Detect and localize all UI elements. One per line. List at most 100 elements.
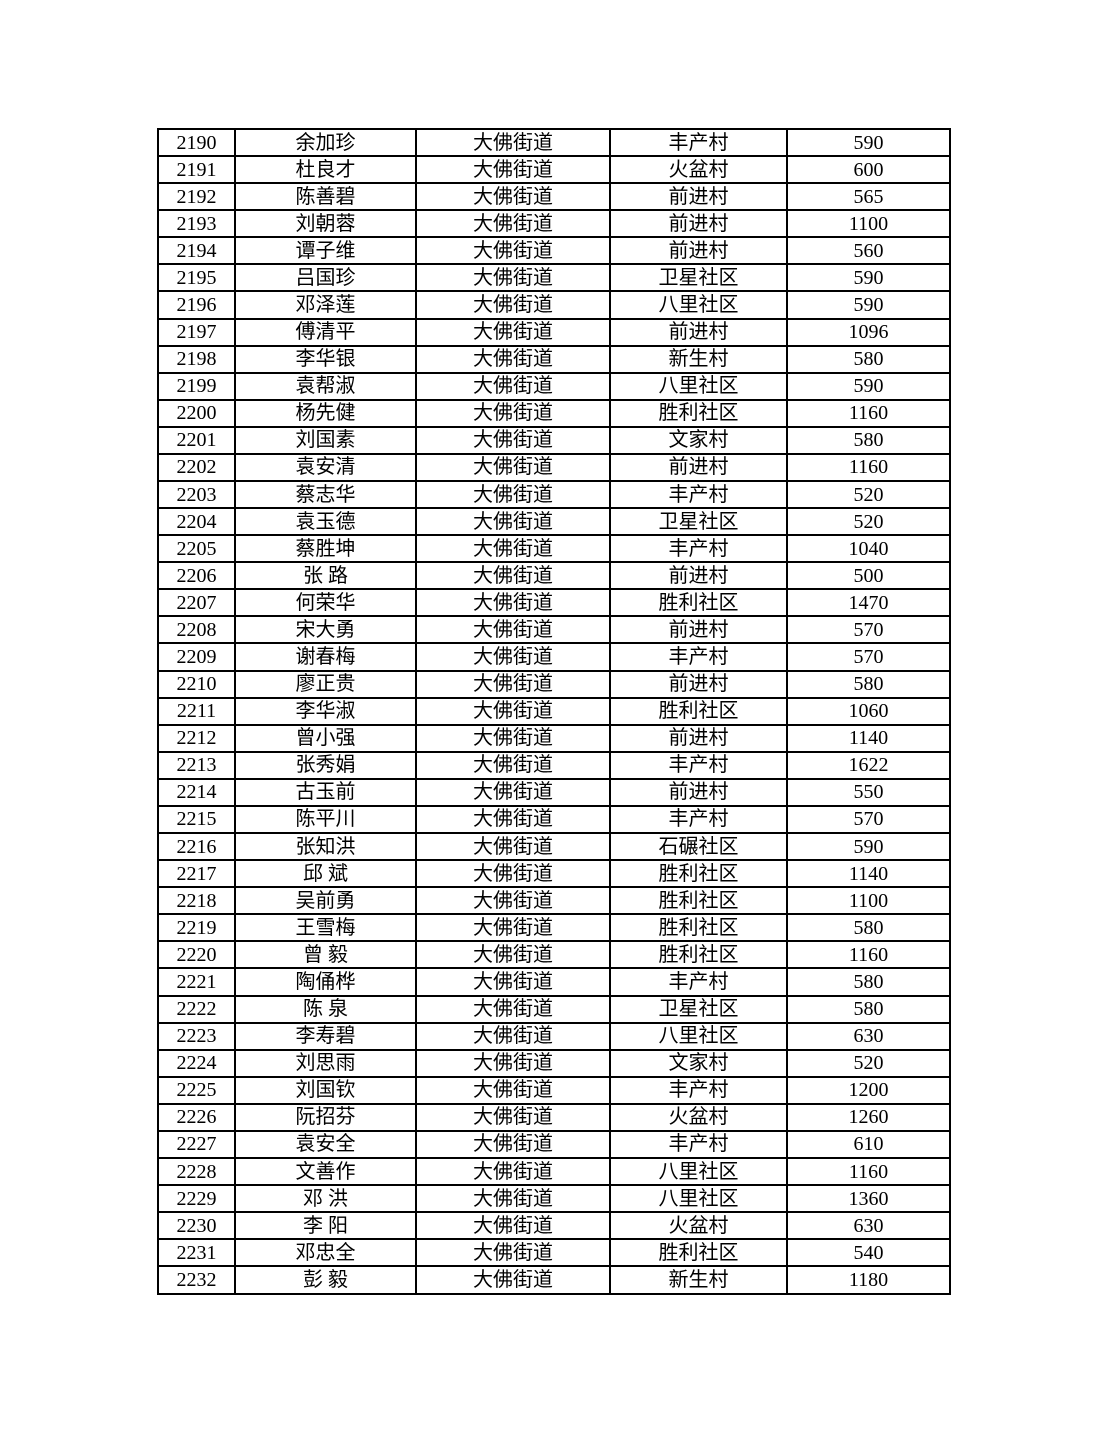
- cell-street: 大佛街道: [415, 804, 611, 835]
- cell-id: 2229: [157, 1184, 236, 1214]
- cell-village: 丰产村: [609, 534, 788, 564]
- cell-village: 八里社区: [609, 1156, 788, 1187]
- cell-street: 大佛街道: [415, 290, 611, 320]
- cell-amount: 1180: [786, 1265, 951, 1295]
- table-row: 2198 李华银 大佛街道 新生村 580: [157, 344, 951, 374]
- cell-village: 胜利社区: [609, 588, 788, 618]
- cell-name: 李寿碧: [234, 1021, 417, 1051]
- cell-street: 大佛街道: [415, 398, 611, 428]
- cell-village: 丰产村: [609, 967, 788, 997]
- cell-village: 胜利社区: [609, 886, 788, 916]
- cell-village: 前进村: [609, 317, 788, 347]
- cell-amount: 1160: [786, 1156, 951, 1187]
- table-row: 2210 廖正贵 大佛街道 前进村 580: [157, 669, 951, 699]
- cell-name: 陶俑桦: [234, 967, 417, 997]
- cell-amount: 1160: [786, 398, 951, 428]
- cell-village: 前进村: [609, 723, 788, 753]
- table-row: 2204 袁玉德 大佛街道 卫星社区 520: [157, 507, 951, 537]
- table-row: 2209 谢春梅 大佛街道 丰产村 570: [157, 642, 951, 672]
- cell-amount: 1140: [786, 723, 951, 753]
- cell-id: 2191: [157, 155, 236, 185]
- cell-village: 前进村: [609, 669, 788, 699]
- cell-street: 大佛街道: [415, 1184, 611, 1214]
- table-row: 2190 余加珍 大佛街道 丰产村 590: [157, 127, 951, 158]
- cell-id: 2209: [157, 642, 236, 672]
- cell-name: 邓忠全: [234, 1238, 417, 1268]
- table-row: 2225 刘国钦 大佛街道 丰产村 1200: [157, 1075, 951, 1105]
- cell-street: 大佛街道: [415, 263, 611, 293]
- cell-name: 李华银: [234, 344, 417, 374]
- cell-amount: 590: [786, 290, 951, 320]
- cell-village: 丰产村: [609, 1129, 788, 1159]
- cell-street: 大佛街道: [415, 750, 611, 780]
- cell-id: 2195: [157, 263, 236, 293]
- cell-street: 大佛街道: [415, 1211, 611, 1241]
- cell-street: 大佛街道: [415, 344, 611, 374]
- table-row: 2193 刘朝蓉 大佛街道 前进村 1100: [157, 209, 951, 239]
- cell-amount: 520: [786, 480, 951, 510]
- table-row: 2199 袁帮淑 大佛街道 八里社区 590: [157, 371, 951, 401]
- cell-name: 李 阳: [234, 1211, 417, 1241]
- table-row: 2207 何荣华 大佛街道 胜利社区 1470: [157, 588, 951, 618]
- cell-amount: 1096: [786, 317, 951, 347]
- cell-amount: 1140: [786, 859, 951, 889]
- cell-id: 2232: [157, 1265, 236, 1295]
- cell-street: 大佛街道: [415, 913, 611, 943]
- cell-village: 火盆村: [609, 1211, 788, 1241]
- cell-street: 大佛街道: [415, 425, 611, 455]
- cell-village: 石碾社区: [609, 832, 788, 862]
- cell-id: 2208: [157, 615, 236, 645]
- cell-id: 2199: [157, 371, 236, 401]
- table-row: 2202 袁安清 大佛街道 前进村 1160: [157, 452, 951, 483]
- cell-street: 大佛街道: [415, 317, 611, 347]
- cell-village: 火盆村: [609, 155, 788, 185]
- cell-name: 阮招芬: [234, 1102, 417, 1132]
- cell-name: 邱 斌: [234, 859, 417, 889]
- cell-amount: 590: [786, 832, 951, 862]
- cell-name: 杜良才: [234, 155, 417, 185]
- cell-id: 2231: [157, 1238, 236, 1268]
- cell-amount: 580: [786, 994, 951, 1024]
- cell-id: 2217: [157, 859, 236, 889]
- cell-village: 八里社区: [609, 290, 788, 320]
- cell-id: 2203: [157, 480, 236, 510]
- table-row: 2213 张秀娟 大佛街道 丰产村 1622: [157, 750, 951, 780]
- cell-village: 胜利社区: [609, 859, 788, 889]
- cell-name: 曾 毅: [234, 940, 417, 970]
- cell-village: 前进村: [609, 236, 788, 266]
- cell-amount: 1100: [786, 209, 951, 239]
- table-row: 2221 陶俑桦 大佛街道 丰产村 580: [157, 967, 951, 997]
- cell-street: 大佛街道: [415, 994, 611, 1024]
- cell-amount: 630: [786, 1021, 951, 1051]
- table-row: 2208 宋大勇 大佛街道 前进村 570: [157, 615, 951, 645]
- cell-name: 刘国钦: [234, 1075, 417, 1105]
- cell-street: 大佛街道: [415, 588, 611, 618]
- cell-village: 前进村: [609, 452, 788, 483]
- cell-village: 胜利社区: [609, 398, 788, 428]
- cell-street: 大佛街道: [415, 1102, 611, 1132]
- cell-id: 2197: [157, 317, 236, 347]
- cell-name: 杨先健: [234, 398, 417, 428]
- cell-street: 大佛街道: [415, 615, 611, 645]
- cell-street: 大佛街道: [415, 209, 611, 239]
- table-row: 2212 曾小强 大佛街道 前进村 1140: [157, 723, 951, 753]
- cell-amount: 1470: [786, 588, 951, 618]
- cell-name: 何荣华: [234, 588, 417, 618]
- cell-village: 新生村: [609, 1265, 788, 1295]
- cell-village: 卫星社区: [609, 994, 788, 1024]
- table-row: 2211 李华淑 大佛街道 胜利社区 1060: [157, 696, 951, 726]
- cell-name: 陈善碧: [234, 182, 417, 212]
- cell-id: 2204: [157, 507, 236, 537]
- cell-village: 胜利社区: [609, 940, 788, 970]
- cell-id: 2228: [157, 1156, 236, 1187]
- table-row: 2215 陈平川 大佛街道 丰产村 570: [157, 804, 951, 835]
- cell-village: 丰产村: [609, 750, 788, 780]
- cell-street: 大佛街道: [415, 236, 611, 266]
- cell-village: 丰产村: [609, 1075, 788, 1105]
- table-row: 2196 邓泽莲 大佛街道 八里社区 590: [157, 290, 951, 320]
- cell-name: 邓泽莲: [234, 290, 417, 320]
- table-row: 2194 谭子维 大佛街道 前进村 560: [157, 236, 951, 266]
- cell-street: 大佛街道: [415, 1129, 611, 1159]
- cell-village: 卫星社区: [609, 507, 788, 537]
